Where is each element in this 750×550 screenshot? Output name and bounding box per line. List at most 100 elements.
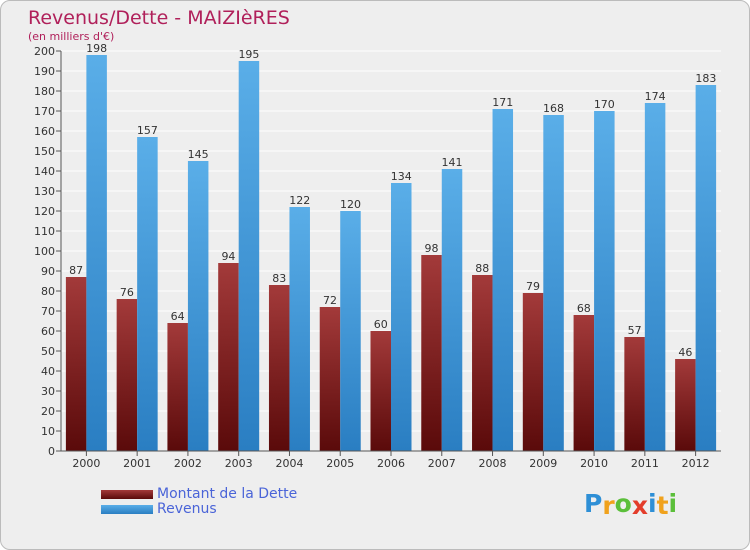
bar-revenus <box>238 61 260 451</box>
y-tick-label: 180 <box>34 85 55 98</box>
y-tick-label: 150 <box>34 145 55 158</box>
data-label-dette: 72 <box>323 294 337 307</box>
y-tick-label: 100 <box>34 245 55 258</box>
data-label-revenus: 122 <box>289 194 310 207</box>
bar-revenus <box>340 211 361 451</box>
y-tick-label: 50 <box>41 345 55 358</box>
bar-dette <box>472 275 493 451</box>
y-tick-label: 170 <box>34 105 55 118</box>
legend-swatch-dette <box>101 490 153 499</box>
bar-revenus <box>289 207 310 451</box>
data-label-revenus: 170 <box>594 98 615 111</box>
legend-label-dette: Montant de la Dette <box>157 486 298 502</box>
data-label-revenus: 120 <box>340 198 361 211</box>
bar-dette <box>675 359 696 451</box>
chart-title: Revenus/Dette - MAIZIèRES <box>28 7 290 29</box>
data-label-dette: 79 <box>526 280 540 293</box>
bar-revenus <box>644 103 666 451</box>
bar-dette <box>167 323 188 451</box>
y-tick-label: 30 <box>41 385 55 398</box>
data-label-dette: 68 <box>577 302 591 315</box>
data-label-dette: 76 <box>120 286 134 299</box>
data-label-revenus: 171 <box>492 96 513 109</box>
x-tick-label: 2011 <box>631 457 659 470</box>
y-tick-label: 20 <box>41 405 55 418</box>
legend-item-revenus: Revenus <box>101 502 297 517</box>
y-tick-label: 90 <box>41 265 55 278</box>
bar-dette <box>370 331 391 451</box>
x-tick-label: 2002 <box>174 457 202 470</box>
bar-dette <box>319 307 341 451</box>
x-tick-label: 2004 <box>275 457 303 470</box>
bar-dette <box>421 255 442 451</box>
y-tick-label: 40 <box>41 365 55 378</box>
y-tick-label: 80 <box>41 285 55 298</box>
bar-revenus <box>492 109 514 451</box>
y-tick-label: 200 <box>34 45 55 58</box>
x-tick-label: 2010 <box>580 457 608 470</box>
bar-dette <box>624 337 645 451</box>
bar-revenus <box>695 85 717 451</box>
data-label-revenus: 168 <box>543 102 564 115</box>
x-tick-label: 2012 <box>682 457 710 470</box>
data-label-dette: 64 <box>171 310 185 323</box>
y-tick-label: 0 <box>48 445 55 458</box>
data-label-revenus: 145 <box>188 148 209 161</box>
labels-layer: 87 198 76 157 64 145 94 195 83 122 72 120 60 134 98 141… <box>69 42 716 359</box>
chart-subtitle: (en milliers d'€) <box>28 30 115 43</box>
y-tick-label: 190 <box>34 65 55 78</box>
bar-dette <box>65 277 87 451</box>
proxiti-logo: Proxiti <box>584 489 678 520</box>
legend-label-revenus: Revenus <box>157 501 217 517</box>
data-label-revenus: 141 <box>442 156 463 169</box>
bar-dette <box>522 293 544 451</box>
bar-revenus <box>441 169 463 451</box>
data-label-revenus: 195 <box>238 48 259 61</box>
data-label-dette: 98 <box>425 242 439 255</box>
data-label-dette: 46 <box>678 346 692 359</box>
bar-revenus <box>137 137 158 451</box>
y-tick-label: 120 <box>34 205 55 218</box>
data-label-dette: 57 <box>628 324 642 337</box>
x-tick-label: 2006 <box>377 457 405 470</box>
bar-dette <box>116 299 138 451</box>
y-tick-label: 110 <box>34 225 55 238</box>
bar-dette <box>268 285 290 451</box>
x-tick-label: 2000 <box>72 457 100 470</box>
bar-dette <box>573 315 595 451</box>
bar-revenus <box>187 161 209 451</box>
y-tick-label: 130 <box>34 185 55 198</box>
legend-item-dette: Montant de la Dette <box>101 487 297 502</box>
bars-layer <box>65 55 717 451</box>
x-tick-label: 2001 <box>123 457 151 470</box>
data-label-dette: 94 <box>221 250 235 263</box>
bar-revenus <box>543 115 564 451</box>
x-tick-label: 2005 <box>326 457 354 470</box>
data-label-revenus: 134 <box>391 170 412 183</box>
x-tick-label: 2008 <box>479 457 507 470</box>
data-label-revenus: 174 <box>645 90 666 103</box>
bar-revenus <box>594 111 615 451</box>
data-label-revenus: 198 <box>86 42 107 55</box>
data-label-dette: 87 <box>69 264 83 277</box>
x-tick-label: 2007 <box>428 457 456 470</box>
y-tick-label: 10 <box>41 425 55 438</box>
bar-dette <box>218 263 239 451</box>
legend-swatch-revenus <box>101 505 153 514</box>
bar-revenus <box>86 55 107 451</box>
bar-revenus <box>391 183 412 451</box>
axis-layer: 0 10 20 30 40 50 60 70 80 90 100 110 120 130 140 150 160… <box>34 45 721 470</box>
y-tick-label: 60 <box>41 325 55 338</box>
data-label-dette: 88 <box>475 262 489 275</box>
y-tick-label: 140 <box>34 165 55 178</box>
y-tick-label: 70 <box>41 305 55 318</box>
data-label-dette: 83 <box>272 272 286 285</box>
data-label-revenus: 183 <box>695 72 716 85</box>
data-label-revenus: 157 <box>137 124 158 137</box>
x-tick-label: 2003 <box>225 457 253 470</box>
y-tick-label: 160 <box>34 125 55 138</box>
x-tick-label: 2009 <box>529 457 557 470</box>
legend: Montant de la Dette Revenus <box>101 487 297 517</box>
